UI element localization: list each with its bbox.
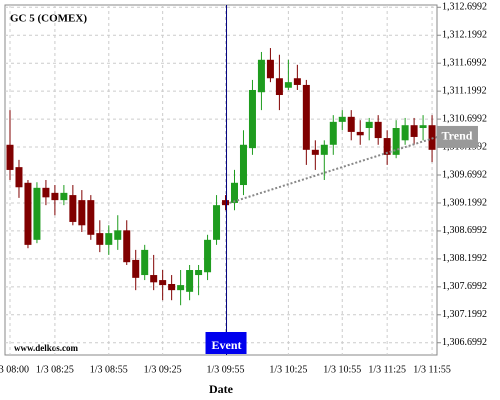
trend-line <box>229 135 438 204</box>
candle-body <box>284 82 292 88</box>
y-tick-label: 1,307.1992 <box>442 309 487 320</box>
candle-body <box>159 280 167 286</box>
candle-body <box>51 192 59 201</box>
candle-body <box>383 138 391 155</box>
candle-body <box>42 187 50 198</box>
plot-area <box>4 4 438 356</box>
candle-body <box>132 259 140 278</box>
candle-body <box>69 195 77 222</box>
trend-label-box <box>437 125 478 148</box>
x-tick-label: 1/3 09:25 <box>144 364 182 375</box>
candle-body <box>419 125 427 129</box>
candle-body <box>24 182 32 245</box>
candle-body <box>320 144 328 155</box>
candle-body <box>141 249 149 276</box>
candle-body <box>150 275 158 283</box>
candle-body <box>365 121 373 129</box>
candle-body <box>257 59 265 93</box>
candle-body <box>401 125 409 141</box>
candle-body <box>168 283 176 291</box>
event-label: Event <box>212 338 242 352</box>
candle-body <box>6 144 14 170</box>
candle-body <box>186 270 194 292</box>
candle-body <box>338 116 346 122</box>
y-tick-label: 1,309.1992 <box>442 197 487 208</box>
candle-body <box>195 270 203 276</box>
x-tick-label: 1/3 08:00 <box>0 364 29 375</box>
y-tick-label: 1,309.6992 <box>442 169 487 180</box>
y-tick-label: 1,307.6992 <box>442 281 487 292</box>
chart-title: GC 5 (COMEX) <box>10 13 87 25</box>
candle-body <box>204 239 212 273</box>
candle-body <box>60 192 68 201</box>
candle-body <box>266 59 274 79</box>
y-tick-label: 1,311.6992 <box>442 57 487 68</box>
trend-label: Trend <box>442 129 473 143</box>
watermark: www.delkos.com <box>14 343 79 353</box>
y-tick-label: 1,306.6992 <box>442 337 487 348</box>
candle-body <box>222 200 230 206</box>
x-tick-label: 1/3 10:55 <box>323 364 361 375</box>
x-tick-label: 1/3 08:25 <box>36 364 74 375</box>
event-label-box <box>205 332 247 354</box>
candle-body <box>347 116 355 132</box>
x-tick-label: 1/3 11:55 <box>413 364 451 375</box>
candle-body <box>302 84 310 150</box>
candle-body <box>213 205 221 240</box>
x-tick-label: 1/3 10:25 <box>269 364 307 375</box>
candle-body <box>123 230 131 263</box>
y-tick-label: 1,311.1992 <box>442 85 487 96</box>
candle-body <box>392 128 400 155</box>
candle-body <box>311 149 319 155</box>
candle-body <box>248 89 256 149</box>
x-tick-label: 1/3 08:55 <box>90 364 128 375</box>
candle-body <box>329 121 337 145</box>
candle-body <box>33 187 41 240</box>
candle-body <box>96 233 104 245</box>
candle-body <box>293 78 301 85</box>
y-tick-label: 1,310.6992 <box>442 113 487 124</box>
y-tick-label: 1,312.1992 <box>442 30 487 41</box>
x-tick-label: 1/3 11:25 <box>368 364 406 375</box>
x-tick-label: 1/3 09:55 <box>206 364 244 375</box>
candle-body <box>105 233 113 245</box>
x-axis-label: Date <box>209 382 234 396</box>
candle-body <box>356 131 364 136</box>
candle-body <box>114 230 122 240</box>
candle-body <box>78 200 86 226</box>
candle-body <box>87 200 95 235</box>
y-tick-label: 1,308.1992 <box>442 253 487 264</box>
candle-body <box>410 125 418 137</box>
y-tick-label: 1,312.6992 <box>442 2 487 13</box>
y-tick-label: 1,308.6992 <box>442 225 487 236</box>
candle-body <box>15 167 23 188</box>
candle-body <box>374 121 382 139</box>
candle-body <box>177 285 185 291</box>
candle-body <box>239 144 247 186</box>
candle-body <box>275 78 283 96</box>
candle-body <box>231 182 238 203</box>
